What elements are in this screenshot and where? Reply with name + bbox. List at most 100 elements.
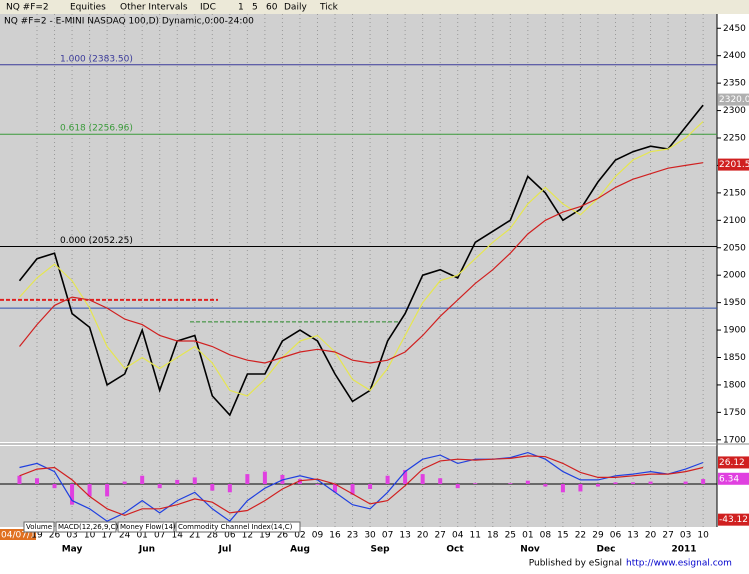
x-tick-label: 26 <box>49 531 61 541</box>
month-label: Jun <box>138 545 155 555</box>
y-tick-label: 1850 <box>723 353 746 363</box>
histogram-bar <box>543 484 548 487</box>
x-tick-label: 01 <box>136 531 147 541</box>
fib-label: 0.000 (2052.25) <box>60 236 133 246</box>
macd-badge <box>718 513 749 526</box>
x-tick-label: 09 <box>312 531 324 541</box>
price-badge <box>718 158 749 171</box>
price-line <box>18 104 704 417</box>
date-badge <box>0 529 36 540</box>
y-tick-label: 1950 <box>723 298 746 308</box>
histogram-bar <box>613 482 618 485</box>
x-tick-label: 17 <box>101 531 112 541</box>
month-label: May <box>62 545 83 555</box>
month-label: Jul <box>218 545 232 555</box>
x-tick-label: 02 <box>294 531 305 541</box>
histogram-bar <box>350 484 355 495</box>
histogram-bar <box>87 484 92 497</box>
macd-badge <box>718 472 749 485</box>
macd-label: -43.12 <box>719 515 748 525</box>
tab[interactable] <box>175 521 301 533</box>
x-tick-label: 13 <box>627 531 638 541</box>
y-tick-label: 2300 <box>723 106 746 116</box>
toolbar-item[interactable]: 5 <box>252 3 258 13</box>
histogram-bar <box>455 484 460 489</box>
footer-published: Published by eSignal <box>529 559 622 569</box>
footer-url[interactable]: http://www.esignal.com <box>626 559 732 569</box>
toolbar-item[interactable]: Daily <box>284 3 307 13</box>
histogram-bar <box>560 484 565 493</box>
tab-label[interactable]: MACD(12,26,9,C) <box>58 523 119 531</box>
histogram-bar <box>385 475 390 485</box>
histogram-bar <box>578 484 583 492</box>
y-tick-label: 2150 <box>723 188 746 198</box>
toolbar-items: NQ #F=2 <box>6 3 49 13</box>
histogram-bar <box>245 474 250 485</box>
histogram-bar <box>420 474 425 485</box>
x-tick-label: 08 <box>540 531 552 541</box>
tab-label[interactable]: Volume <box>26 523 52 531</box>
x-tick-label: 04/07/10 <box>1 531 42 541</box>
tab-label[interactable]: Commodity Channel Index(14,C) <box>178 523 293 531</box>
signal-line <box>19 455 704 517</box>
chart-title: NQ #F=2 - E-MINI NASDAQ 100,D) Dynamic,0… <box>4 17 254 27</box>
tab[interactable] <box>117 521 175 533</box>
histogram-bar <box>683 481 688 485</box>
toolbar <box>0 0 749 14</box>
x-tick-label: 22 <box>575 531 586 541</box>
histogram-bar <box>210 484 215 491</box>
y-tick-label: 1700 <box>723 435 746 445</box>
y-tick-label: 1900 <box>723 326 746 336</box>
x-tick-label: 12 <box>242 531 253 541</box>
histogram-bar <box>140 475 145 485</box>
toolbar-item[interactable]: 60 <box>266 3 278 13</box>
histogram-bar <box>648 481 653 485</box>
macd-label: 6.34 <box>719 474 739 484</box>
x-tick-label: 10 <box>84 531 96 541</box>
x-tick-label: 19 <box>259 531 271 541</box>
toolbar-item[interactable]: 1 <box>238 3 244 13</box>
x-tick-label: 20 <box>417 531 429 541</box>
y-tick-label: 2050 <box>723 243 746 253</box>
y-tick-label: 2100 <box>723 216 746 226</box>
x-tick-label: 16 <box>329 531 341 541</box>
toolbar-item[interactable]: Other Intervals <box>120 3 188 13</box>
histogram-bar <box>70 484 75 505</box>
histogram-bar <box>525 480 530 485</box>
histogram-bar <box>368 484 373 489</box>
histogram-bar <box>175 479 180 485</box>
histogram-bar <box>438 478 443 485</box>
histogram-bar <box>403 469 408 485</box>
x-tick-label: 29 <box>592 531 604 541</box>
x-tick-label: 06 <box>610 531 622 541</box>
tab-label[interactable]: Money Flow(14) <box>120 523 176 531</box>
month-label: Oct <box>446 545 464 555</box>
tab[interactable] <box>23 521 55 533</box>
histogram-bar <box>122 481 127 485</box>
histogram-bar <box>701 479 706 485</box>
toolbar-item[interactable]: Tick <box>319 3 339 13</box>
y-tick-label: 2350 <box>723 79 746 89</box>
y-tick-label: 1800 <box>723 380 746 390</box>
toolbar-item[interactable]: IDC <box>200 3 216 13</box>
histogram-bar <box>157 484 162 489</box>
x-tick-label: 07 <box>382 531 393 541</box>
symbol[interactable]: NQ #F=2 <box>6 3 49 13</box>
histogram-bar <box>192 477 197 485</box>
y-tick-label: 1750 <box>723 408 746 418</box>
x-tick-label: 30 <box>364 531 376 541</box>
histogram-bar <box>315 484 320 485</box>
x-tick-label: 01 <box>522 531 533 541</box>
histogram-bar <box>631 482 636 485</box>
x-tick-label: 14 <box>172 531 184 541</box>
toolbar-item[interactable]: Equities <box>70 3 106 13</box>
histogram-bar <box>508 483 513 485</box>
fib-label: 0.618 (2256.96) <box>60 124 133 134</box>
x-tick-label: 03 <box>66 531 77 541</box>
tab[interactable] <box>55 521 117 533</box>
macd-line <box>19 451 704 523</box>
x-tick-label: 19 <box>31 531 43 541</box>
x-tick-label: 13 <box>399 531 410 541</box>
